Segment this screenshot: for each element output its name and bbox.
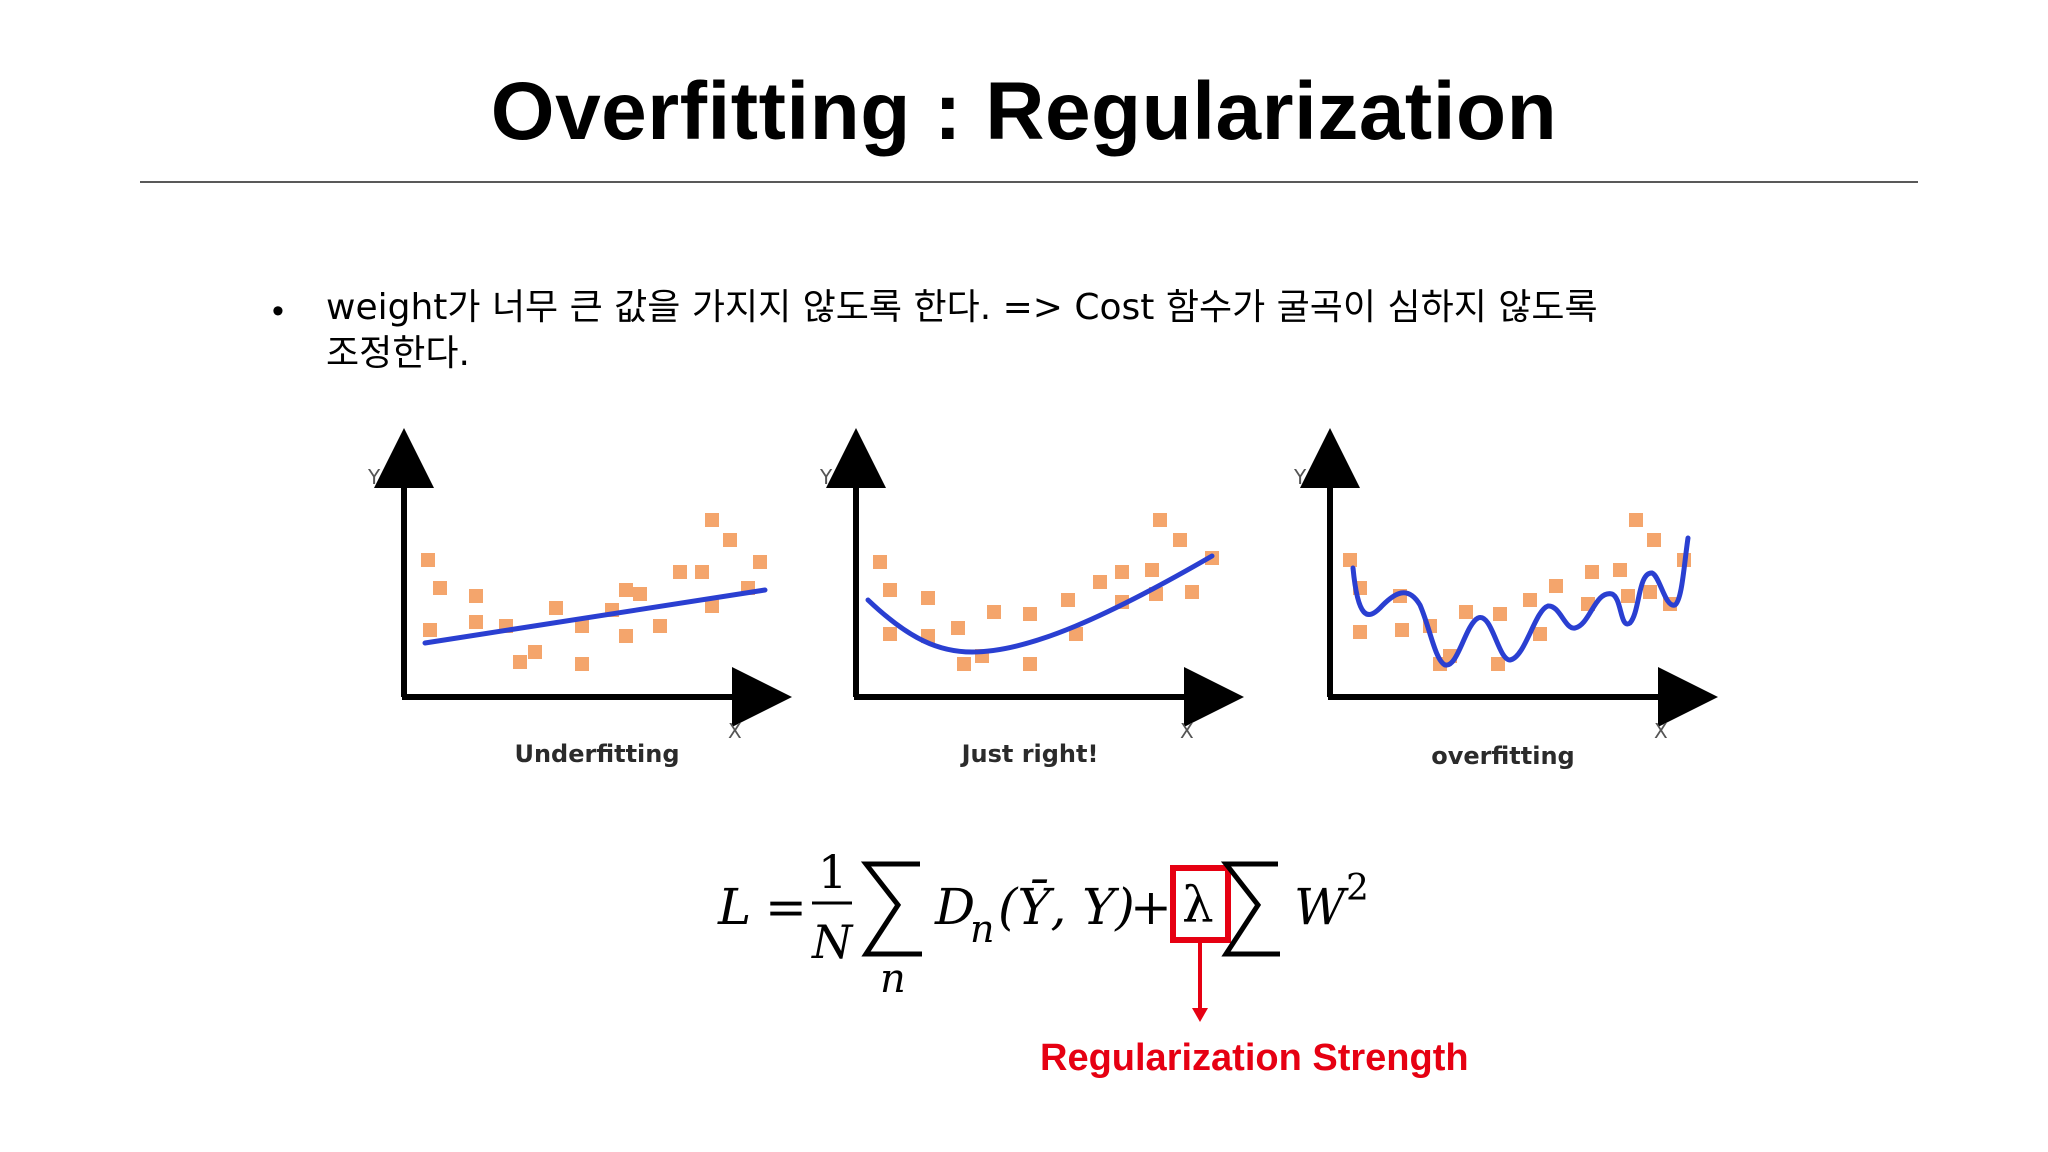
data-point (619, 583, 633, 597)
title-divider (140, 181, 1918, 183)
data-point (1629, 513, 1643, 527)
data-point (549, 601, 563, 615)
formula-weight-term: W (1294, 878, 1349, 936)
data-point (1061, 593, 1075, 607)
fit-curve-underfitting (422, 587, 768, 646)
data-point (1493, 607, 1507, 621)
data-point (1647, 533, 1661, 547)
data-point (1023, 607, 1037, 621)
formula-frac-numerator: 1 (818, 845, 847, 899)
data-point (951, 621, 965, 635)
panel-just-right: Y X Just right! (819, 428, 1244, 768)
data-point (513, 655, 527, 669)
data-point (1621, 589, 1635, 603)
data-point (1173, 533, 1187, 547)
panel-overfitting: Y X overfitting (1293, 428, 1718, 770)
panel-underfitting: Y X Underfitting (367, 428, 792, 768)
data-point (957, 657, 971, 671)
data-point (705, 599, 719, 613)
lambda-highlight-box (1170, 865, 1231, 943)
formula-lambda: λ (1182, 876, 1214, 934)
x-axis-label: X (1654, 719, 1668, 743)
summation-icon (860, 861, 922, 957)
formula-loss-subscript: n (970, 907, 994, 951)
data-point (987, 605, 1001, 619)
data-point (705, 513, 719, 527)
x-axis-label: X (728, 719, 742, 743)
y-axis-label: Y (1293, 465, 1307, 489)
data-point (921, 591, 935, 605)
data-point (1549, 579, 1563, 593)
data-point (883, 583, 897, 597)
summation-icon (1220, 861, 1280, 957)
panel-label-just-right: Just right! (960, 740, 1099, 768)
data-point (421, 553, 435, 567)
data-point (1643, 585, 1657, 599)
data-point (633, 587, 647, 601)
data-point (1115, 565, 1129, 579)
data-point (423, 623, 437, 637)
data-point (1069, 627, 1083, 641)
data-point (1491, 657, 1505, 671)
data-point (469, 615, 483, 629)
bullet-icon: • (272, 292, 284, 330)
data-point (753, 555, 767, 569)
y-axis-label: Y (819, 465, 833, 489)
fit-curve-overfitting (1350, 535, 1691, 668)
data-point (1023, 657, 1037, 671)
data-point (653, 619, 667, 633)
bullet-line-2: 조정한다. (326, 333, 470, 374)
formula-frac-denominator: N (811, 915, 854, 969)
formula-equals: = (765, 878, 807, 936)
data-point (575, 657, 589, 671)
formula-lhs: L (717, 878, 751, 936)
data-point (1153, 513, 1167, 527)
fit-curve-just-right (865, 553, 1215, 655)
x-axis-label: X (1180, 719, 1194, 743)
data-point (433, 581, 447, 595)
data-point (1395, 623, 1409, 637)
data-point (695, 565, 709, 579)
data-point (619, 629, 633, 643)
panel-label-underfitting: Underfitting (514, 740, 679, 768)
data-point (528, 645, 542, 659)
data-point (1343, 553, 1357, 567)
data-point (1145, 563, 1159, 577)
data-point (1613, 563, 1627, 577)
regularization-strength-label: Regularization Strength (1040, 1037, 1469, 1079)
data-point (575, 619, 589, 633)
bullet-line-1: weight가 너무 큰 값을 가지지 않도록 한다. => Cost 함수가 … (326, 287, 1598, 328)
formula-loss-term: D (934, 878, 975, 936)
data-point (1459, 605, 1473, 619)
formula-plus: + (1130, 878, 1172, 936)
data-point (723, 533, 737, 547)
data-point (883, 627, 897, 641)
y-axis-label: Y (367, 465, 381, 489)
data-point (1585, 565, 1599, 579)
formula-args: (Ȳ, Y) (998, 878, 1135, 936)
data-point (873, 555, 887, 569)
data-point (469, 589, 483, 603)
bullet-text: weight가 너무 큰 값을 가지지 않도록 한다. => Cost 함수가 … (326, 285, 1846, 377)
formula-sum-index: n (880, 956, 906, 1002)
data-point (1523, 593, 1537, 607)
slide-title: Overfitting : Regularization (490, 66, 1558, 157)
data-point (1093, 575, 1107, 589)
panel-label-overfitting: overfitting (1431, 742, 1574, 770)
data-point (1533, 627, 1547, 641)
data-point (1185, 585, 1199, 599)
data-point (673, 565, 687, 579)
data-point (1353, 625, 1367, 639)
formula-weight-exponent: 2 (1346, 868, 1369, 909)
callout-arrowhead-icon (1192, 1008, 1208, 1022)
